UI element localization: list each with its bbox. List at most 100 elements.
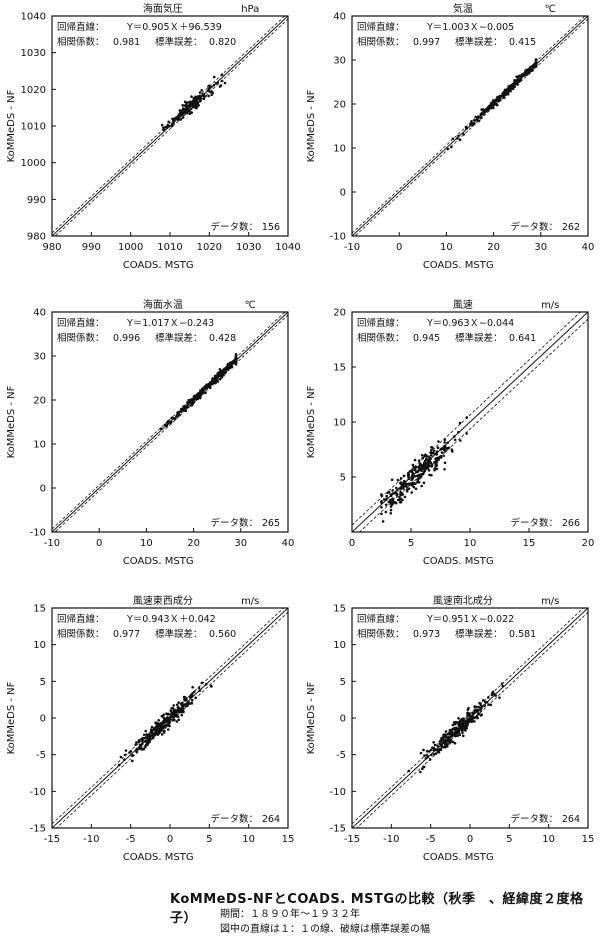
scatter-point: [402, 474, 406, 478]
scatter-point: [166, 422, 169, 426]
scatter-point: [195, 101, 199, 104]
scatter-points: [380, 416, 469, 523]
scatter-point: [144, 736, 147, 740]
stderr-line-upper: [52, 312, 286, 530]
scatter-point: [529, 65, 532, 69]
scatter-point: [491, 105, 494, 109]
scatter-point: [498, 96, 502, 99]
x-tick-label: 5: [506, 834, 512, 845]
panel-title: 海面気圧: [143, 2, 183, 15]
scatter-point: [129, 749, 133, 753]
scatter-point: [498, 696, 501, 699]
scatter-point: [171, 713, 175, 716]
scatter-point: [170, 416, 174, 420]
scatter-point: [465, 432, 468, 435]
y-tick-label: 980: [27, 232, 46, 243]
scatter-point: [220, 79, 224, 83]
data-count-label: データ数：: [210, 517, 258, 529]
scatter-point: [190, 95, 193, 98]
scatter-point: [175, 720, 179, 723]
correlation-label: 相関係数：: [57, 36, 105, 48]
scatter-point: [467, 714, 471, 717]
scatter-point: [207, 85, 210, 88]
scatter-point: [438, 747, 441, 751]
scatter-point: [220, 73, 224, 76]
scatter-panel-wind-speed: 風速 m/s 0 5 10 15 20 5 10 15 20 COADS. MSTG KoMMeDS -…: [306, 299, 594, 567]
scatter-point: [160, 714, 164, 718]
regression-label: 回帰直線：: [357, 613, 405, 625]
scatter-point: [471, 716, 474, 719]
scatter-point: [204, 391, 207, 395]
scatter-point: [417, 466, 421, 469]
y-tick-label: 15: [333, 604, 346, 615]
stderr-line-upper: [52, 16, 286, 234]
y-tick-label: -5: [36, 750, 46, 761]
scatter-point: [411, 474, 414, 478]
scatter-point: [155, 726, 159, 730]
scatter-point: [389, 494, 393, 498]
scatter-point: [394, 501, 398, 505]
x-tick-label: -10: [344, 242, 360, 253]
scatter-point: [234, 360, 238, 364]
scatter-point: [440, 451, 444, 454]
y-tick-label: -10: [30, 528, 46, 539]
x-tick-label: 20: [187, 538, 200, 549]
scatter-point: [159, 724, 163, 728]
regression-equation: Y＝0.943Ｘ＋0.042: [126, 614, 216, 625]
scatter-point: [419, 468, 422, 471]
scatter-point: [458, 727, 462, 730]
scatter-point: [458, 421, 462, 425]
scatter-point: [185, 111, 188, 115]
scatter-point: [436, 744, 440, 748]
x-tick-label: -10: [83, 834, 99, 845]
scatter-point: [391, 489, 394, 492]
scatter-point: [166, 728, 170, 731]
scatter-points: [446, 58, 538, 151]
correlation-label: 相関係数：: [357, 332, 405, 344]
scatter-point: [487, 703, 490, 706]
scatter-point: [181, 113, 184, 117]
scatter-point: [420, 484, 423, 488]
scatter-point: [150, 731, 153, 734]
panel-unit: m/s: [541, 596, 559, 607]
scatter-point: [440, 745, 443, 749]
data-count-label: データ数：: [210, 813, 258, 825]
scatter-point: [189, 107, 193, 111]
scatter-point: [453, 438, 457, 442]
scatter-point: [134, 743, 137, 746]
scatter-point: [194, 397, 197, 401]
scatter-point: [185, 698, 188, 702]
scatter-point: [395, 493, 399, 497]
scatter-point: [427, 455, 431, 458]
scatter-point: [188, 110, 191, 113]
scatter-point: [218, 85, 222, 88]
scatter-point: [227, 367, 230, 370]
scatter-point: [466, 722, 469, 726]
scatter-point: [429, 451, 433, 455]
scatter-point: [167, 124, 171, 128]
scatter-point: [474, 705, 478, 709]
scatter-point: [530, 67, 534, 71]
scatter-point: [457, 430, 460, 434]
scatter-point: [490, 103, 493, 107]
scatter-point: [183, 703, 187, 706]
figure-caption-note: 図中の直線は１：１の線、破線は標準誤差の幅: [220, 924, 430, 935]
scatter-point: [401, 486, 404, 489]
x-tick-label: 20: [487, 242, 500, 253]
scatter-point: [468, 718, 472, 722]
scatter-point: [435, 467, 439, 471]
y-tick-label: 1000: [21, 158, 46, 169]
scatter-point: [421, 456, 424, 460]
scatter-point: [494, 98, 497, 102]
scatter-point: [167, 717, 171, 720]
x-tick-label: 30: [534, 242, 547, 253]
scatter-point: [182, 406, 185, 410]
scatter-point: [437, 440, 440, 443]
scatter-point: [212, 75, 216, 79]
scatter-point: [165, 720, 168, 724]
stderr-line-upper: [52, 608, 285, 825]
x-tick-label: -10: [44, 538, 60, 549]
y-tick-label: 20: [333, 100, 346, 111]
scatter-point: [466, 711, 469, 715]
